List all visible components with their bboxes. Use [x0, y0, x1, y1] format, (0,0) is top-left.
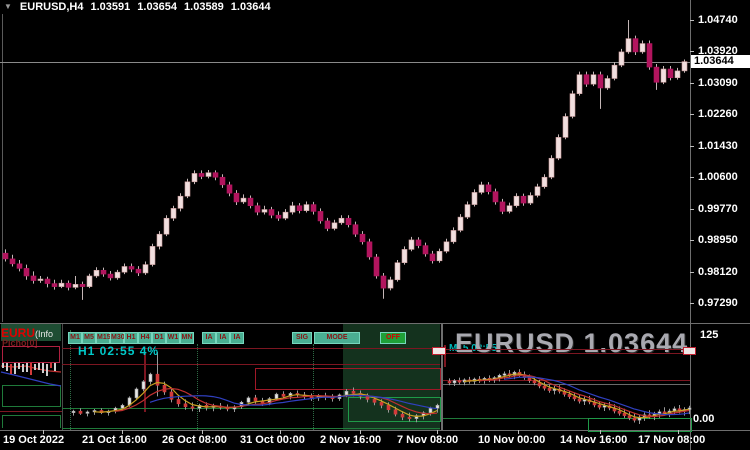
price-axis-label: 1.03920 [698, 45, 738, 57]
middle-panel-status: H1 02:55 4% [78, 344, 160, 358]
flag-chip[interactable]: IA [202, 332, 216, 344]
symbol-period: EURUSD,H4 [19, 1, 84, 13]
time-axis-tick [678, 430, 679, 434]
subwindow-divider[interactable] [0, 323, 750, 324]
timeframe-chip-m15[interactable]: M15 [96, 332, 111, 344]
left-panel-green-box [2, 385, 61, 407]
resistance-line [443, 380, 690, 381]
indicator-scale-bottom: 0.00 [693, 413, 715, 425]
price-axis-tick [690, 51, 694, 52]
resistance-line [443, 349, 690, 350]
time-axis-tick [43, 430, 44, 434]
time-axis-label[interactable]: 17 Nov 08:00 [638, 434, 706, 446]
timeframe-chip-m1[interactable]: M1 [68, 332, 82, 344]
flag-chip[interactable]: IA [230, 332, 244, 344]
price-axis-label: 0.98950 [698, 234, 738, 246]
timeframe-chip-m5[interactable]: M5 [82, 332, 96, 344]
panel-divider [441, 324, 443, 430]
flag-chip[interactable]: IA [216, 332, 230, 344]
price-axis-label: 1.00600 [698, 171, 738, 183]
time-axis-label[interactable]: 31 Oct 00:00 [240, 434, 305, 446]
time-axis-label[interactable]: 7 Nov 08:00 [397, 434, 459, 446]
support-line [62, 408, 343, 409]
price-axis-label: 1.03090 [698, 77, 738, 89]
left-panel-header: EURU(Info [1, 324, 61, 341]
timeframe-chip-d1[interactable]: D1 [152, 332, 166, 344]
price-axis-tick [690, 20, 694, 21]
panel-red-edge [444, 345, 446, 367]
support-line [443, 418, 690, 419]
timeframe-chip-h4[interactable]: H4 [138, 332, 152, 344]
timeframe-chip-m30[interactable]: M30 [110, 332, 125, 344]
collapse-arrow-icon[interactable]: ▼ [4, 2, 12, 11]
price-axis-tick [690, 209, 694, 210]
left-panel-subtitle: Picho[0] [2, 338, 38, 348]
timeframe-chip-w1[interactable]: W1 [166, 332, 180, 344]
price-axis-tick [690, 240, 694, 241]
current-price-line [0, 62, 690, 63]
open-value: 1.03591 [90, 1, 131, 13]
resistance-line [443, 353, 690, 354]
time-axis-tick [360, 430, 361, 434]
time-axis-divider [0, 430, 750, 431]
time-axis-label[interactable]: 2 Nov 16:00 [320, 434, 382, 446]
off-toggle-chip[interactable]: OFF [380, 332, 406, 344]
left-panel-red-box [2, 346, 60, 363]
mode-chip[interactable]: MODE [314, 332, 360, 344]
timeframe-chip-mn[interactable]: MN [180, 332, 194, 344]
price-axis-label: 1.01430 [698, 140, 738, 152]
resistance-line [62, 348, 440, 349]
time-axis-label[interactable]: 26 Oct 08:00 [162, 434, 227, 446]
price-marker-chip [432, 347, 446, 355]
price-axis-label: 1.04740 [698, 14, 738, 26]
price-axis-divider[interactable] [690, 0, 691, 450]
price-axis-label: 0.98120 [698, 266, 738, 278]
grid-vline [70, 330, 71, 430]
left-panel-green-box-2 [2, 415, 61, 428]
left-panel-divider [62, 324, 63, 430]
right-panel-status: M15 02:55 [449, 343, 497, 354]
price-axis-tick [690, 177, 694, 178]
time-axis-tick [122, 430, 123, 434]
price-axis-tick [690, 303, 694, 304]
close-value: 1.03644 [230, 1, 271, 13]
time-axis-tick [280, 430, 281, 434]
chart-left-border [2, 14, 3, 322]
price-axis-tick [690, 114, 694, 115]
price-marker-chip [683, 347, 696, 355]
time-axis-tick [202, 430, 203, 434]
time-axis-label[interactable]: 21 Oct 16:00 [82, 434, 147, 446]
grid-vline [197, 344, 198, 430]
price-axis-tick [690, 272, 694, 273]
support-line [62, 428, 440, 429]
signal-red-box [255, 368, 441, 390]
grid-vline [313, 344, 314, 430]
price-axis-label: 0.99770 [698, 203, 738, 215]
left-panel-red-line [0, 411, 62, 412]
time-axis-label[interactable]: 19 Oct 2022 [3, 434, 65, 446]
price-axis-tick [690, 146, 694, 147]
time-axis-label[interactable]: 10 Nov 00:00 [478, 434, 546, 446]
resistance-line [62, 364, 440, 365]
current-price-box: 1.03644 [691, 55, 750, 68]
timeframe-chip-h1[interactable]: H1 [124, 332, 138, 344]
signal-green-box [348, 397, 441, 422]
sig-chip[interactable]: SIG [292, 332, 312, 344]
left-panel-title: EURU [1, 326, 36, 340]
time-axis-tick [437, 430, 438, 434]
price-axis-label: 1.02260 [698, 108, 738, 120]
chart-header: ▼ EURUSD,H4 1.03591 1.03654 1.03589 1.03644 [4, 1, 278, 13]
low-value: 1.03589 [184, 1, 224, 13]
price-axis-tick [690, 83, 694, 84]
left-panel-title-suffix: (Info [35, 329, 54, 339]
time-axis-tick [518, 430, 519, 434]
price-axis-label: 0.97290 [698, 297, 738, 309]
time-axis-label[interactable]: 14 Nov 16:00 [560, 434, 628, 446]
time-axis-tick [600, 430, 601, 434]
indicator-scale-top: 125 [700, 329, 719, 341]
high-value: 1.03654 [137, 1, 178, 13]
